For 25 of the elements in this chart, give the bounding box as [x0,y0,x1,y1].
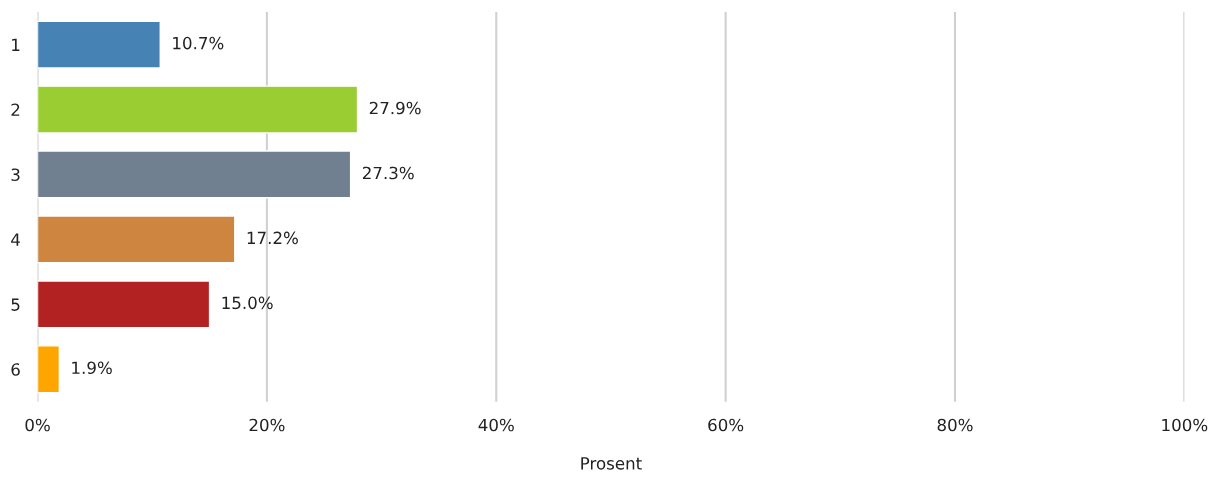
y-tick-label: 5 [11,298,20,311]
bar [37,150,352,199]
x-tick-label: 0% [25,418,50,432]
y-tick-label: 6 [11,363,20,376]
x-axis-title: Prosent [581,457,642,470]
bar [37,345,61,394]
y-tick-label: 4 [11,233,20,246]
bar [37,85,359,134]
data-label: 15.0% [222,296,273,310]
x-tick-label: 40% [478,418,514,432]
y-tick-label: 1 [12,38,20,51]
x-tick-label: 100% [1162,418,1208,432]
y-tick-label: 3 [11,168,20,182]
bar [37,280,211,329]
data-label: 1.9% [72,361,112,375]
x-tick-label: 60% [708,418,744,432]
data-label: 17.2% [247,231,298,245]
x-tick-label: 80% [937,418,973,432]
data-label: 10.7% [173,36,224,50]
bar [37,20,161,69]
x-tick-label: 20% [249,418,285,432]
bar [37,215,236,264]
data-label: 27.3% [362,166,414,180]
y-tick-label: 2 [11,103,20,116]
data-label: 27.9% [369,101,421,115]
